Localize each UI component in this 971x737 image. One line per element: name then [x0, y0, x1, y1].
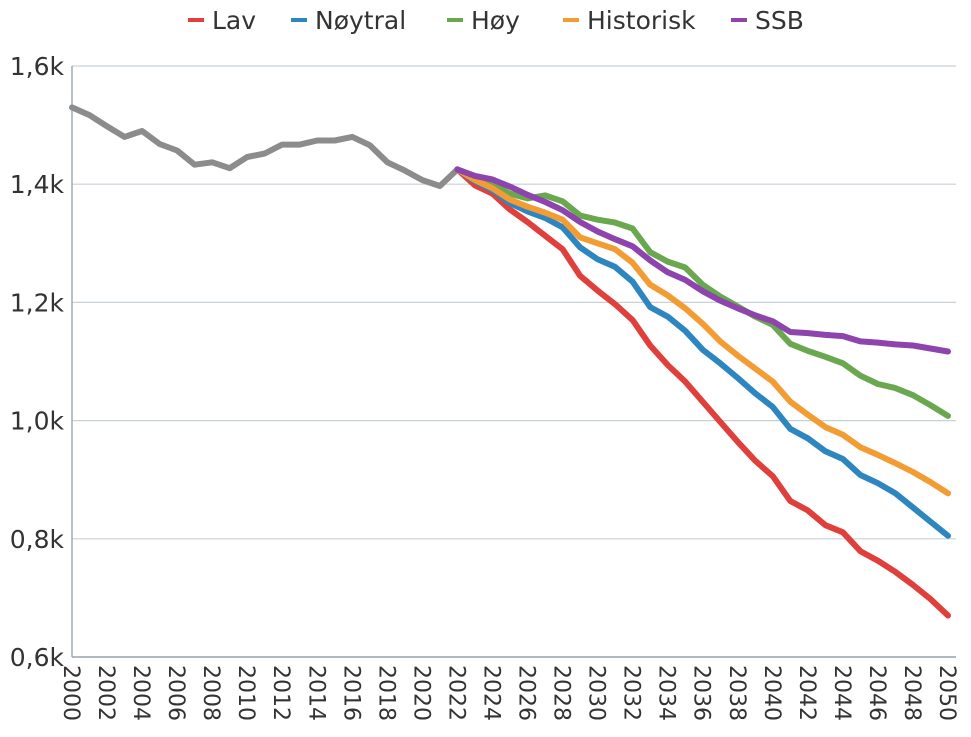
x-tick-label: 2002 [93, 665, 118, 721]
legend-label: Nøytral [315, 6, 406, 35]
legend-item: Høy [447, 6, 520, 35]
legend-label: Høy [471, 6, 520, 35]
x-tick-label: 2036 [689, 665, 714, 721]
x-tick-label: 2000 [58, 665, 83, 721]
x-tick-label: 2008 [198, 665, 223, 721]
x-tick-label: 2020 [408, 665, 433, 721]
gridlines [72, 65, 956, 658]
x-tick-label: 2010 [233, 665, 258, 721]
x-tick-label: 2012 [268, 665, 293, 721]
y-axis-ticks: 0,6k 0,8k 1,0k 1,2k 1,4k 1,6k [10, 52, 65, 672]
y-tick-label: 1,0k [10, 407, 65, 436]
legend-item: Historisk [563, 6, 696, 35]
x-tick-label: 2006 [163, 665, 188, 721]
legend-label: Lav [212, 6, 256, 35]
x-tick-label: 2014 [303, 665, 328, 721]
x-tick-label: 2026 [514, 665, 539, 721]
x-tick-label: 2034 [654, 665, 679, 721]
x-tick-label: 2030 [584, 665, 609, 721]
legend-label: SSB [755, 6, 804, 35]
x-tick-label: 2016 [338, 665, 363, 721]
series-line-nøytral [454, 166, 951, 539]
y-tick-label: 1,6k [10, 52, 65, 81]
series-lines [69, 104, 951, 619]
series-line-ssb [454, 166, 951, 355]
x-tick-label: 2040 [759, 665, 784, 721]
y-tick-label: 0,6k [10, 643, 65, 672]
x-tick-label: 2044 [829, 665, 854, 721]
x-tick-label: 2048 [899, 665, 924, 721]
legend: Lav Nøytral Høy Historisk SSB [188, 6, 804, 35]
legend-item: Lav [188, 6, 256, 35]
x-tick-label: 2004 [128, 665, 153, 721]
x-tick-label: 2028 [549, 665, 574, 721]
x-tick-label: 2050 [934, 665, 959, 721]
y-tick-label: 0,8k [10, 525, 65, 554]
legend-item: Nøytral [291, 6, 406, 35]
series-line-lav [454, 166, 951, 619]
series-line-history [69, 104, 461, 189]
series-line-historisk [454, 166, 951, 497]
legend-label: Historisk [587, 6, 696, 35]
x-tick-label: 2018 [373, 665, 398, 721]
x-tick-label: 2042 [794, 665, 819, 721]
x-tick-label: 2032 [619, 665, 644, 721]
x-axis-ticks: 2000 2002 2004 2006 2008 2010 2012 2014 2016 2018… [58, 665, 959, 721]
axes [71, 66, 956, 658]
legend-item: SSB [731, 6, 804, 35]
x-tick-label: 2038 [724, 665, 749, 721]
y-tick-label: 1,2k [10, 288, 65, 317]
x-tick-label: 2046 [864, 665, 889, 721]
x-tick-label: 2024 [478, 665, 503, 721]
y-tick-label: 1,4k [10, 170, 65, 199]
x-tick-label: 2022 [443, 665, 468, 721]
